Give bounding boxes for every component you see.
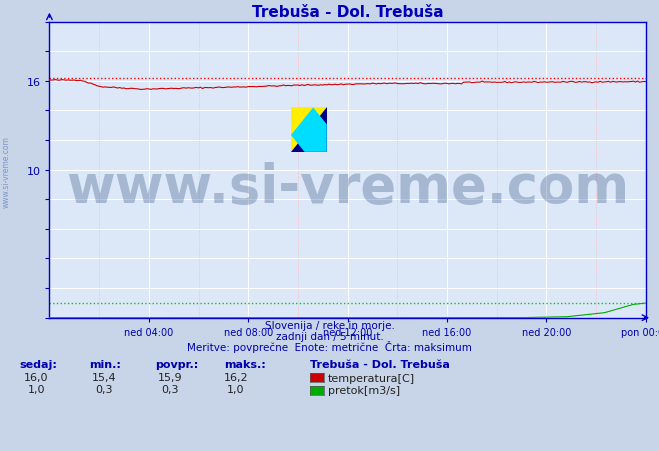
Text: povpr.:: povpr.:	[155, 359, 198, 369]
Text: zadnji dan / 5 minut.: zadnji dan / 5 minut.	[275, 331, 384, 341]
Text: maks.:: maks.:	[224, 359, 266, 369]
Polygon shape	[291, 108, 327, 152]
Text: temperatura[C]: temperatura[C]	[328, 373, 415, 383]
Text: min.:: min.:	[89, 359, 121, 369]
Text: 1,0: 1,0	[227, 384, 244, 394]
Text: 0,3: 0,3	[161, 384, 179, 394]
Text: www.si-vreme.com: www.si-vreme.com	[66, 162, 629, 214]
Text: pretok[m3/s]: pretok[m3/s]	[328, 386, 400, 396]
Polygon shape	[291, 108, 327, 152]
Text: sedaj:: sedaj:	[20, 359, 57, 369]
Text: 15,4: 15,4	[92, 372, 117, 382]
Text: Meritve: povprečne  Enote: metrične  Črta: maksimum: Meritve: povprečne Enote: metrične Črta:…	[187, 340, 472, 352]
Text: 1,0: 1,0	[28, 384, 45, 394]
Title: Trebuša - Dol. Trebuša: Trebuša - Dol. Trebuša	[252, 5, 444, 20]
Text: 16,0: 16,0	[24, 372, 49, 382]
Text: 15,9: 15,9	[158, 372, 183, 382]
Text: 0,3: 0,3	[96, 384, 113, 394]
Polygon shape	[291, 108, 327, 152]
Text: Trebuša - Dol. Trebuša: Trebuša - Dol. Trebuša	[310, 359, 449, 369]
Text: 16,2: 16,2	[223, 372, 248, 382]
Text: www.si-vreme.com: www.si-vreme.com	[2, 135, 11, 207]
Text: Slovenija / reke in morje.: Slovenija / reke in morje.	[264, 320, 395, 330]
